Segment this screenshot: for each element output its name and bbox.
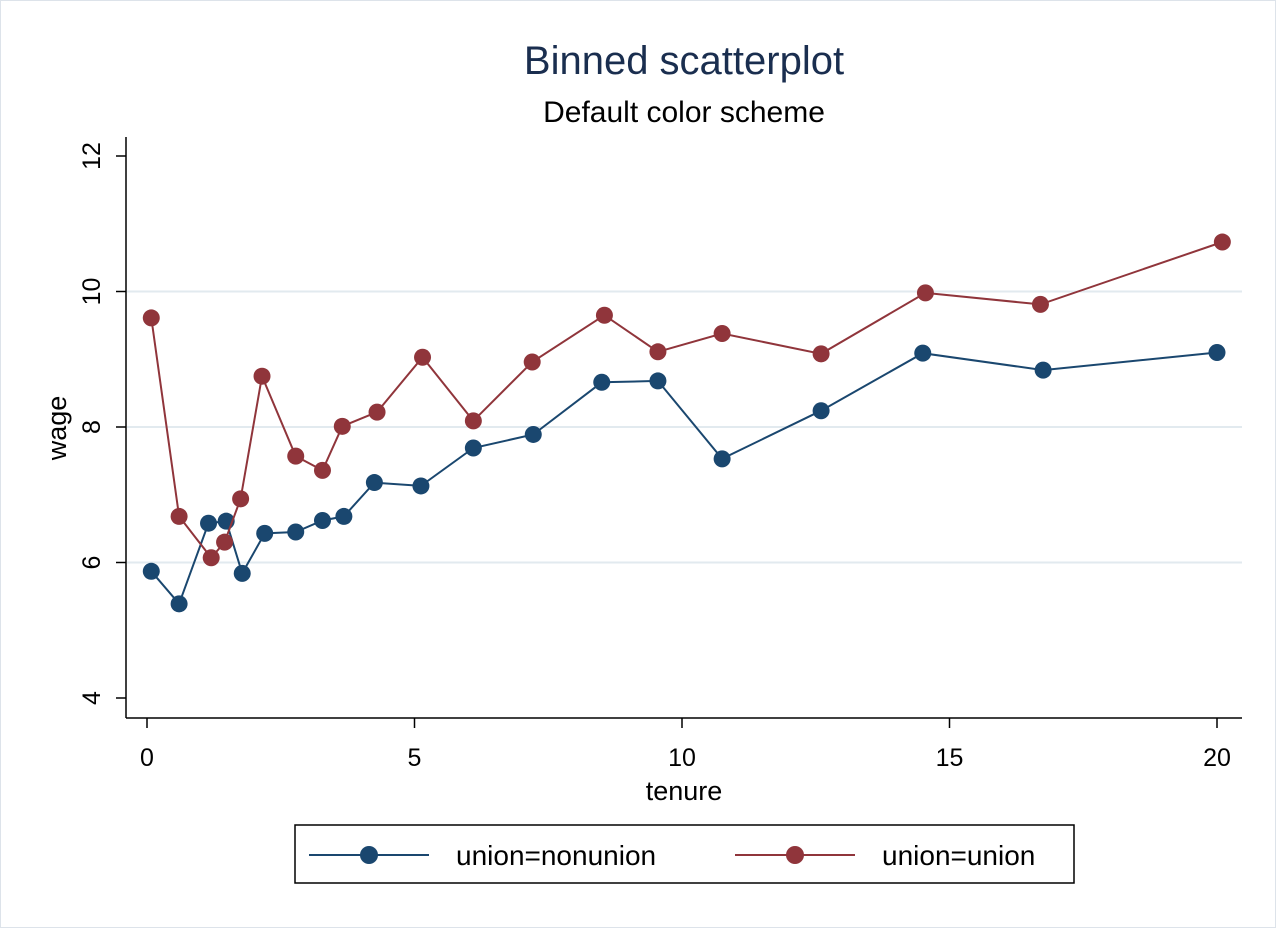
data-point-union-nonunion: [200, 514, 218, 532]
data-point-union-union: [523, 353, 541, 371]
x-tick-label-20: 20: [1203, 744, 1231, 772]
data-point-union-union: [216, 533, 234, 551]
data-point-union-union: [368, 403, 386, 421]
data-point-union-nonunion: [412, 477, 430, 495]
data-point-union-union: [649, 343, 667, 361]
x-tick-label-5: 5: [408, 744, 422, 772]
chart-title: Binned scatterplot: [524, 39, 844, 83]
data-point-union-nonunion: [335, 507, 353, 525]
x-tick-label-15: 15: [936, 744, 964, 772]
x-tick-label-10: 10: [668, 744, 696, 772]
legend-label-nonunion: union=nonunion: [456, 840, 656, 871]
data-point-union-nonunion: [365, 474, 383, 492]
data-point-union-union: [1213, 233, 1231, 251]
data-point-union-nonunion: [1034, 361, 1052, 379]
data-point-union-nonunion: [524, 425, 542, 443]
data-point-union-nonunion: [256, 524, 274, 542]
y-tick-label-8: 8: [78, 420, 106, 434]
data-point-union-nonunion: [812, 402, 830, 420]
data-point-union-union: [170, 507, 188, 525]
series-union-union: [142, 233, 1231, 567]
data-point-union-union: [713, 325, 731, 343]
data-point-union-nonunion: [170, 595, 188, 613]
x-axis-title: tenure: [646, 776, 723, 806]
axis-ticks: 4 6 8 10 12 0 5 10 15 20: [78, 142, 1231, 772]
data-point-union-union: [414, 348, 432, 366]
data-point-union-union: [232, 490, 250, 508]
series-line-union-nonunion: [150, 351, 1218, 606]
data-point-union-nonunion: [233, 564, 251, 582]
data-point-union-nonunion: [464, 439, 482, 457]
legend: union=nonunion union=union: [294, 824, 1075, 884]
x-tick-label-0: 0: [140, 744, 154, 772]
data-point-union-union: [253, 367, 271, 385]
y-axis-title: wage: [42, 396, 72, 462]
series-line-union-union: [150, 241, 1223, 560]
y-tick-label-10: 10: [78, 278, 106, 306]
data-point-union-union: [202, 549, 220, 567]
data-point-union-nonunion: [713, 450, 731, 468]
data-point-union-union: [1031, 295, 1049, 313]
data-point-union-nonunion: [914, 344, 932, 362]
data-point-union-union: [812, 345, 830, 363]
data-point-union-union: [287, 447, 305, 465]
gridlines: [127, 290, 1242, 564]
series-union-nonunion: [142, 343, 1226, 613]
data-point-union-nonunion: [649, 372, 667, 390]
data-point-union-nonunion: [142, 562, 160, 580]
y-tick-label-12: 12: [78, 142, 106, 170]
data-point-union-nonunion: [287, 523, 305, 541]
series-layer: [142, 233, 1231, 613]
legend-marker-union: [786, 846, 804, 864]
data-point-union-nonunion: [593, 373, 611, 391]
data-point-union-union: [142, 309, 160, 327]
data-point-union-nonunion: [1208, 343, 1226, 361]
data-point-union-union: [595, 306, 613, 324]
y-tick-label-6: 6: [78, 556, 106, 570]
legend-marker-nonunion: [360, 846, 378, 864]
y-tick-label-4: 4: [78, 691, 106, 705]
data-point-union-union: [313, 461, 331, 479]
data-point-union-nonunion: [313, 511, 331, 529]
data-point-union-union: [464, 412, 482, 430]
chart-subtitle: Default color scheme: [543, 96, 825, 129]
data-point-union-union: [333, 417, 351, 435]
data-point-union-union: [916, 284, 934, 302]
legend-label-union: union=union: [882, 840, 1035, 871]
